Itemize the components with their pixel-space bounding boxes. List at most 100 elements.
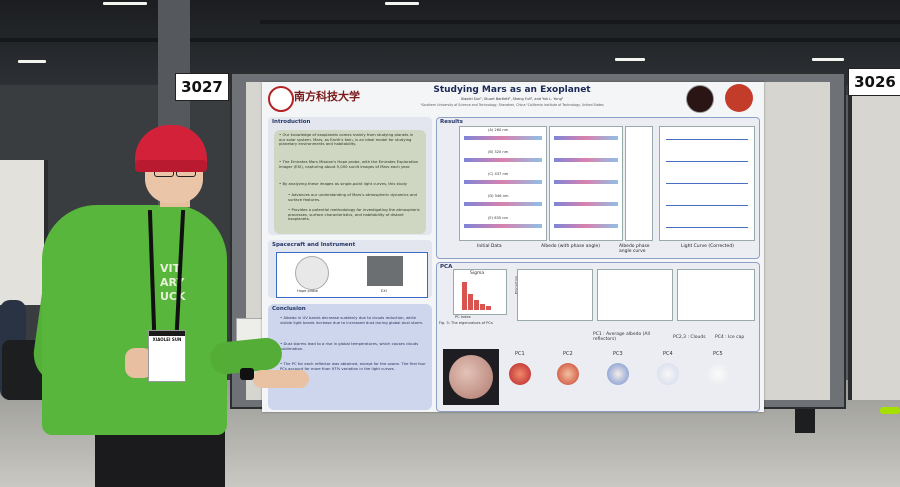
mars-disk (449, 355, 493, 399)
intro-subpoint: • Provides a potential methodology for i… (288, 207, 420, 222)
conclusion-point: • Dust storms lead to a rise in global t… (280, 341, 419, 351)
introduction-box: • Our knowledge of exoplanets comes main… (274, 130, 426, 234)
intro-point: • Our knowledge of exoplanets comes main… (279, 132, 414, 147)
initial-data-plot: (A) 260 nm (B) 320 nm (C) 437 nm (D) 546… (459, 126, 547, 241)
results-section: Results (A) 260 nm (B) 320 nm (C) 437 nm… (436, 117, 760, 259)
research-poster: 南方科技大学 Studying Mars as an Exoplanet Xia… (262, 82, 764, 412)
proportion-plot-2 (597, 269, 673, 321)
ceiling-light (812, 58, 844, 61)
eigen-bar (462, 282, 467, 310)
ceiling (0, 0, 900, 85)
albedo-phase-plot (549, 126, 623, 241)
pc5-map (707, 363, 729, 385)
hope-probe-caption: Hope probe (297, 289, 318, 293)
university-logo (268, 86, 294, 112)
results-col-label: Albedo (with phase angle) (541, 244, 600, 249)
pca-section: PCA Sigma PC Index Fig. 3: The eigenvalu… (436, 262, 760, 412)
name-badge: XIAOLEI SUN (148, 330, 186, 382)
eigen-bar (480, 304, 485, 310)
introduction-heading: Introduction (272, 119, 311, 125)
intro-subpoint: • Advances our understanding of Mars's a… (288, 192, 417, 202)
pc4-map (657, 363, 679, 385)
floor-object (880, 407, 900, 414)
light-curve (666, 205, 748, 208)
band-label: (B) 320 nm (488, 150, 509, 154)
person-hoodie (42, 205, 227, 435)
ceiling-light (103, 2, 147, 5)
exi-caption: EXI (381, 289, 387, 293)
proportion-plot-3 (677, 269, 755, 321)
spacecraft-images: Hope probe EXI (276, 252, 428, 298)
pc1-legend: PC1 : Average albedo (All reflectors) (593, 332, 651, 342)
pc-index-label: PC Index (455, 315, 471, 319)
eigen-bar (474, 300, 479, 310)
band-label: (D) 546 nm (488, 194, 509, 198)
pc-label: PC4 (663, 351, 673, 357)
data-band (554, 136, 618, 140)
intro-point: • The Emirates Mars Mission's Hope probe… (279, 159, 419, 169)
ceiling-beam (0, 38, 900, 42)
pc-label: PC2 (563, 351, 573, 357)
light-curve (666, 227, 748, 230)
eigen-bar (486, 306, 491, 310)
proportion-plot-1 (517, 269, 593, 321)
pca-heading: PCA (440, 264, 453, 270)
band-label: (E) 635 nm (488, 216, 508, 220)
pc4-legend: PC4 : Ice cap (715, 335, 745, 340)
person-open-hand (253, 370, 309, 388)
light-curve (666, 161, 748, 164)
eigenvalue-plot: Sigma (453, 269, 507, 315)
results-col-label: Initial Data (477, 244, 502, 249)
data-band (464, 158, 542, 162)
data-band (464, 224, 542, 228)
wristwatch (240, 368, 254, 380)
data-band (464, 180, 542, 184)
data-band (464, 202, 542, 206)
poster-header: 南方科技大学 Studying Mars as an Exoplanet Xia… (262, 82, 764, 114)
badge-name: XIAOLEI SUN (152, 337, 182, 342)
results-col-label: Albedo phase angle curve (619, 244, 650, 254)
booth-number-right: 3026 (848, 68, 900, 96)
poster-authors: Xiaolei Sun¹, Stuart Bartlett², Sheng Fu… (460, 97, 564, 101)
corrected-light-curve-plot (659, 126, 755, 241)
ceiling-light (615, 58, 645, 61)
light-curve (666, 183, 748, 186)
institute-logo (725, 84, 753, 112)
data-band (554, 202, 618, 206)
band-label: (A) 260 nm (488, 128, 509, 132)
badge-clip (149, 331, 185, 336)
exi-image (367, 256, 403, 286)
ceiling-light (18, 60, 46, 63)
eigen-fig-caption: Fig. 3: The eigenvalues of PCs (439, 321, 493, 325)
pc-label: PC5 (713, 351, 723, 357)
ceiling-light (385, 2, 419, 5)
poster-affiliations: ¹Southern University of Science and Tech… (420, 103, 604, 107)
data-band (554, 158, 618, 162)
mars-image (443, 349, 499, 405)
data-band (464, 136, 542, 140)
light-curve (666, 139, 748, 142)
booth-number-left: 3027 (175, 73, 229, 101)
hope-probe-image (295, 256, 329, 290)
hoodie-print-line: VIT (160, 262, 181, 275)
results-col-label: Light Curve (Corrected) (681, 244, 734, 249)
pc-label: PC3 (613, 351, 623, 357)
conclusion-heading: Conclusion (272, 306, 306, 312)
hoodie-print-line: UCK (160, 290, 186, 303)
conclusion-point: • Albedo in UV bands decrease suddenly d… (280, 315, 424, 325)
band-label: (C) 437 nm (488, 172, 509, 176)
neighbor-board-right (848, 90, 900, 400)
lab-logo (686, 85, 714, 113)
pc2-map (557, 363, 579, 385)
conclusion-section: Conclusion • Albedo in UV bands decrease… (268, 304, 432, 410)
results-heading: Results (440, 119, 463, 125)
pc23-legend: PC2,3 : Clouds (673, 335, 706, 340)
data-band (554, 224, 618, 228)
beanie-cuff (135, 160, 207, 172)
neighbor-board-left (0, 160, 48, 305)
university-name: 南方科技大学 (294, 90, 360, 103)
board-leg (795, 405, 815, 433)
data-band (554, 180, 618, 184)
poster-title: Studying Mars as an Exoplanet (433, 85, 591, 95)
pc-label: PC1 (515, 351, 525, 357)
